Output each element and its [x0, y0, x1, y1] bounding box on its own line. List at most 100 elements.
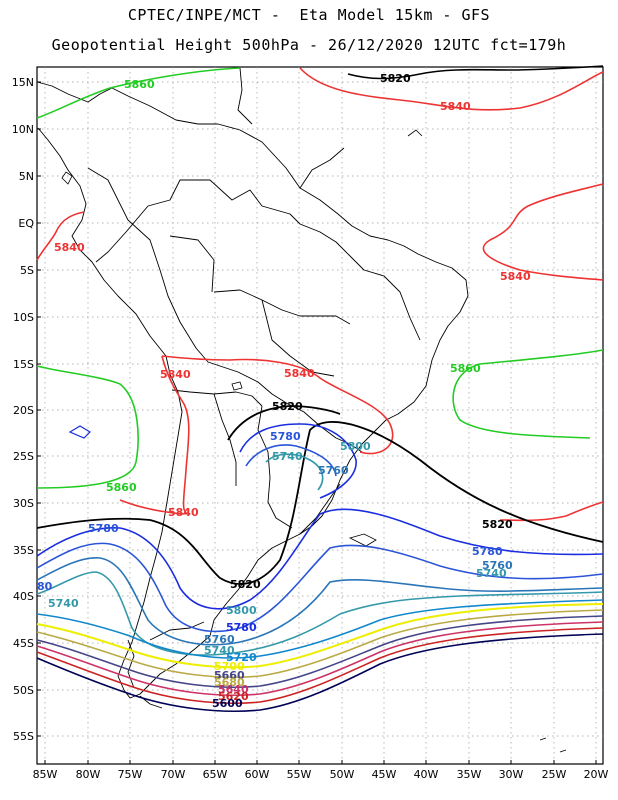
lat-label: 40S — [13, 590, 34, 603]
contour-label: 5740 — [272, 450, 303, 463]
lon-label: 25W — [542, 768, 567, 781]
contour-label: 5760 — [318, 464, 349, 477]
contour-5660 — [36, 615, 604, 688]
contour-label: 5600 — [212, 697, 243, 710]
contour-5600 — [36, 633, 604, 712]
contour-label: 5640 — [218, 683, 249, 696]
contour-label: 5840 — [440, 100, 471, 113]
contour-label: 5820 — [230, 578, 261, 591]
lon-label: 70W — [161, 768, 186, 781]
contour-5820-upper — [227, 405, 341, 441]
contour-label: 5820 — [380, 72, 411, 85]
map-frame — [36, 66, 604, 765]
contour-label: 5840 — [500, 270, 531, 283]
lat-label: EQ — [18, 217, 34, 230]
lon-label: 65W — [203, 768, 228, 781]
contour-label: 5840 — [160, 368, 191, 381]
lat-label: 15N — [12, 76, 34, 89]
contour-label: 5840 — [284, 367, 315, 380]
contour-label: 5700 — [214, 660, 245, 673]
contour-label: 5840 — [54, 241, 85, 254]
lon-label: 75W — [118, 768, 143, 781]
contour-label: 5780 — [88, 522, 119, 535]
small-closed-contour — [68, 425, 91, 439]
contour-5840-west — [36, 211, 85, 261]
contour-label: 5780 — [226, 621, 257, 634]
contour-5820-north — [347, 65, 604, 80]
lon-label: 60W — [245, 768, 270, 781]
lon-label: 50W — [330, 768, 355, 781]
contour-label: 5740 — [204, 644, 235, 657]
lon-label: 35W — [457, 768, 482, 781]
contour-5840-se — [499, 501, 604, 522]
contour-5740-inner — [265, 453, 324, 491]
contour-5860-west — [36, 365, 139, 489]
graticule — [37, 67, 603, 764]
coastline — [36, 67, 469, 709]
contour-label: 5840 — [168, 506, 199, 519]
lat-label: 20S — [13, 404, 34, 417]
contour-label: 5720 — [226, 651, 257, 664]
lat-label: 5N — [19, 170, 34, 183]
lat-label: 10N — [12, 123, 34, 136]
contour-label: 5660 — [214, 669, 245, 682]
lon-label: 80W — [76, 768, 101, 781]
lon-label: 30W — [499, 768, 524, 781]
lat-label: 35S — [13, 544, 34, 557]
contour-5800-inner — [239, 423, 357, 499]
lat-label: 15S — [13, 358, 34, 371]
lon-label: 45W — [372, 768, 397, 781]
title-line-2: Geopotential Height 500hPa - 26/12/2020 … — [51, 36, 567, 54]
contour-5780 — [36, 542, 604, 633]
contour-label: 5860 — [124, 78, 155, 91]
contour-label: 5780 — [472, 545, 503, 558]
contour-5840-east — [482, 183, 604, 281]
lat-label: 45S — [13, 637, 34, 650]
contour-label: 5740 — [476, 567, 507, 580]
contour-label: 80 — [37, 580, 53, 593]
contour-5860-east — [452, 349, 604, 439]
lat-label: 50S — [13, 684, 34, 697]
contour-labels: 5860 5820 5840 5840 5840 5860 5840 5840 … — [37, 72, 531, 710]
contour-5840-central — [161, 355, 394, 455]
lat-label: 55S — [13, 730, 34, 743]
contour-5840-sw — [119, 499, 185, 515]
lon-label: 55W — [287, 768, 312, 781]
contour-5840-chile — [161, 355, 191, 515]
islands — [61, 129, 567, 753]
contour-5720 — [36, 599, 604, 659]
lat-label: 10S — [13, 311, 34, 324]
longitude-labels: 85W 80W 75W 70W 65W 60W 55W 50W 45W 40W … — [33, 768, 609, 781]
contour-label: 5860 — [106, 481, 137, 494]
lat-label: 25S — [13, 450, 34, 463]
lat-label: 30S — [13, 497, 34, 510]
contour-5780-inner — [245, 444, 337, 477]
contour-5640 — [36, 621, 604, 696]
contour-label: 5800 — [340, 440, 371, 453]
contour-5800 — [36, 508, 604, 610]
contour-5620 — [36, 627, 604, 704]
title-line-1: CPTEC/INPE/MCT - Eta Model 15km - GFS — [127, 6, 491, 24]
contour-label: 5820 — [482, 518, 513, 531]
contour-label: 5780 — [270, 430, 301, 443]
contour-label: 5760 — [482, 559, 513, 572]
contour-label: 5620 — [218, 690, 249, 703]
contour-5820-main — [36, 421, 604, 585]
lon-label: 20W — [584, 768, 609, 781]
contour-5700 — [36, 603, 604, 669]
latitude-labels: 15N 10N 5N EQ 5S 10S 15S 20S 25S 30S 35S… — [12, 76, 35, 743]
contour-5680 — [36, 609, 604, 678]
contour-5760 — [36, 557, 604, 646]
contour-label: 5740 — [48, 597, 79, 610]
contour-lines — [36, 65, 604, 712]
contour-5740 — [36, 571, 604, 656]
contour-label: 5680 — [214, 676, 245, 689]
contour-5860-north — [36, 67, 241, 119]
lon-label: 85W — [33, 768, 58, 781]
lat-label: 5S — [20, 264, 34, 277]
contour-label: 5760 — [204, 633, 235, 646]
contour-5840-north — [299, 67, 604, 111]
lon-label: 40W — [414, 768, 439, 781]
contour-label: 5820 — [272, 400, 303, 413]
